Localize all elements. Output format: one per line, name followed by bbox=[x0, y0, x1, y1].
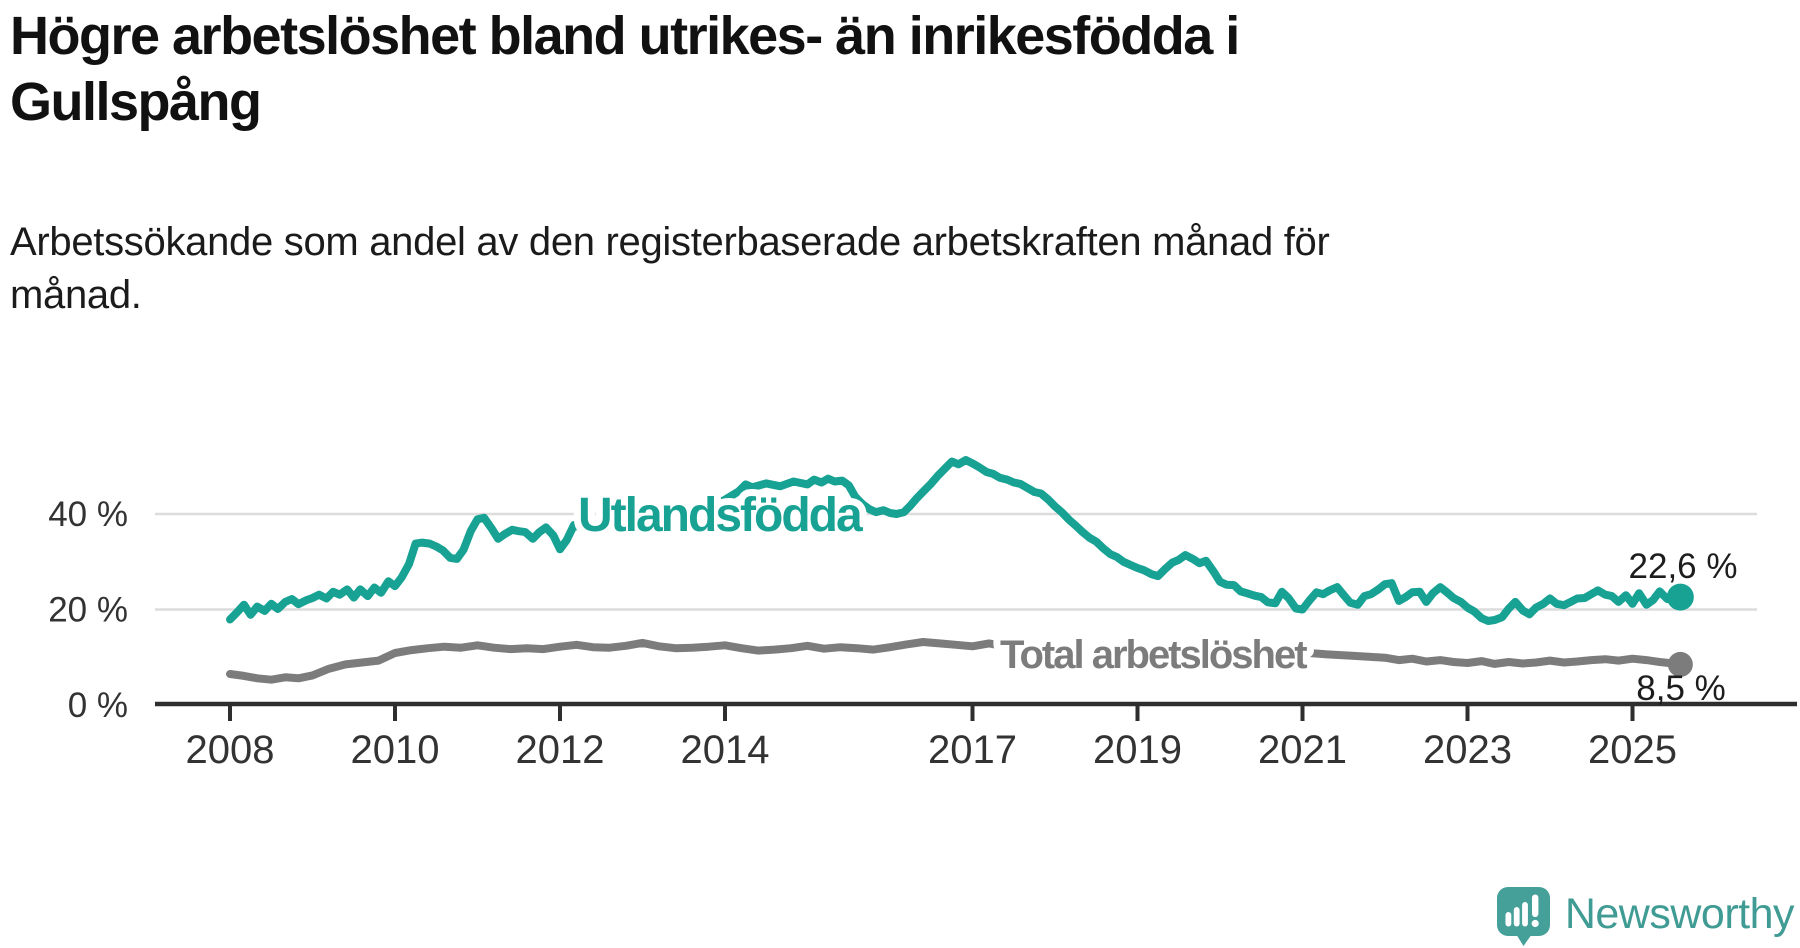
series-line-total-arbetsloshet bbox=[226, 638, 1685, 684]
y-axis-label: 40 % bbox=[48, 495, 128, 534]
gridlines bbox=[155, 512, 1757, 611]
chart-title: Högre arbetslöshet bland utrikes- än inr… bbox=[10, 4, 1610, 136]
chart-subtitle-line-1: Arbetssökande som andel av den registerb… bbox=[10, 220, 1330, 264]
series-lines bbox=[226, 456, 1685, 684]
newsworthy-logo-icon bbox=[1496, 887, 1550, 946]
series-label-total-arbetsloshet: Total arbetslöshet bbox=[1000, 633, 1307, 677]
end-value-label-utlandsfodda: 22,6 % bbox=[1629, 547, 1738, 586]
chart-title-line-1: Högre arbetslöshet bland utrikes- än inr… bbox=[10, 6, 1240, 66]
x-axis-label: 2014 bbox=[681, 728, 770, 772]
series-line-utlandsfodda bbox=[226, 456, 1685, 625]
x-axis-label: 2010 bbox=[351, 728, 440, 772]
x-axis-label: 2008 bbox=[186, 728, 275, 772]
x-axis-labels: 2008 2010 2012 2014 2017 2019 2021 2023 2025 bbox=[186, 728, 1677, 772]
series-end-dot bbox=[1666, 583, 1694, 611]
x-axis-label: 2012 bbox=[516, 728, 605, 772]
end-value-label-total: 8,5 % bbox=[1636, 669, 1726, 708]
x-axis-ticks bbox=[228, 704, 1635, 721]
x-axis-label: 2025 bbox=[1588, 728, 1677, 772]
chart-subtitle: Arbetssökande som andel av den registerb… bbox=[10, 216, 1510, 322]
x-axis-label: 2023 bbox=[1423, 728, 1512, 772]
series-label-utlandsfodda: Utlandsfödda bbox=[578, 489, 863, 542]
y-axis-label: 20 % bbox=[48, 591, 128, 630]
chart-title-line-2: Gullspång bbox=[10, 71, 262, 132]
newsworthy-wordmark: Newsworthy bbox=[1564, 889, 1795, 938]
x-axis-label: 2017 bbox=[928, 728, 1017, 772]
x-axis-label: 2021 bbox=[1258, 728, 1347, 772]
series-end-dot bbox=[1667, 651, 1693, 677]
chart-subtitle-line-2: månad. bbox=[10, 272, 142, 317]
y-axis-label: 0 % bbox=[68, 686, 128, 725]
newsworthy-branding[interactable]: Newsworthy bbox=[1496, 882, 1795, 946]
y-axis-labels: 40 % 20 % 0 % bbox=[48, 495, 128, 725]
x-axis-label: 2019 bbox=[1093, 728, 1182, 772]
